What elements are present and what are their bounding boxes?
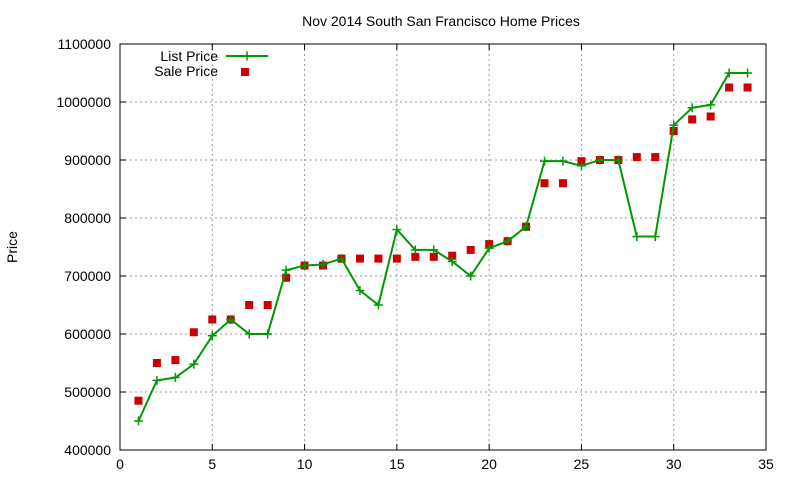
data-point-list-price xyxy=(687,103,697,113)
data-point-list-price xyxy=(558,156,568,166)
data-point-sale-price xyxy=(282,273,291,282)
chart-title: Nov 2014 South San Francisco Home Prices xyxy=(302,13,580,29)
line-list-price xyxy=(137,72,748,422)
data-point-sale-price xyxy=(134,396,143,405)
data-point-sale-price xyxy=(152,359,161,367)
grid xyxy=(120,44,766,450)
y-tick-label: 1000000 xyxy=(56,94,111,110)
data-point-list-price xyxy=(595,155,605,165)
data-point-list-price xyxy=(484,243,494,253)
data-point-sale-price xyxy=(355,254,364,263)
data-point-sale-price xyxy=(725,83,734,92)
data-point-sale-price xyxy=(743,83,752,92)
x-tick-label: 0 xyxy=(116,456,124,472)
data-point-list-price xyxy=(669,120,679,130)
y-tick-label: 700000 xyxy=(64,268,111,284)
data-point-list-price xyxy=(503,236,513,246)
y-tick-label: 800000 xyxy=(64,210,111,226)
data-point-list-price xyxy=(318,259,328,269)
data-point-sale-price xyxy=(540,179,549,188)
series-sale-price xyxy=(134,83,752,405)
data-point-sale-price xyxy=(245,301,254,309)
legend-label-sale-price: Sale Price xyxy=(154,63,218,79)
data-point-list-price xyxy=(650,232,660,242)
data-point-list-price xyxy=(410,245,420,255)
data-point-sale-price xyxy=(392,254,401,263)
data-point-list-price xyxy=(632,232,642,242)
data-point-sale-price xyxy=(263,301,272,309)
x-tick-label: 15 xyxy=(389,456,405,472)
data-point-sale-price xyxy=(688,115,697,124)
x-tick-label: 25 xyxy=(574,456,590,472)
axis-ticks: 0 5 10 15 20 25 30 35 400000 500000 600000 700000 80… xyxy=(56,36,774,472)
data-point-sale-price xyxy=(577,157,586,166)
y-tick-label: 600000 xyxy=(64,326,111,342)
data-point-sale-price xyxy=(651,153,660,162)
y-tick-label: 400000 xyxy=(64,442,111,458)
legend-marker-sale-price xyxy=(241,68,249,76)
data-point-list-price xyxy=(540,156,550,166)
data-point-sale-price xyxy=(208,315,217,324)
legend: List Price Sale Price xyxy=(154,48,268,79)
x-tick-label: 5 xyxy=(208,456,216,472)
data-point-list-price xyxy=(521,222,531,232)
data-point-list-price xyxy=(207,331,217,341)
data-point-list-price xyxy=(355,286,365,295)
x-tick-label: 30 xyxy=(666,456,682,472)
data-point-sale-price xyxy=(411,252,420,261)
x-tick-label: 20 xyxy=(481,456,497,472)
data-point-list-price xyxy=(133,416,143,426)
data-point-list-price xyxy=(189,359,199,369)
data-point-sale-price xyxy=(706,112,715,121)
data-point-list-price xyxy=(576,161,586,171)
legend-swatch-sale-price xyxy=(241,68,249,76)
y-axis-label: Price xyxy=(4,231,20,263)
legend-label-list-price: List Price xyxy=(160,48,218,64)
data-point-list-price xyxy=(263,329,273,339)
y-tick-label: 1100000 xyxy=(58,36,112,52)
data-point-list-price xyxy=(152,375,162,385)
data-point-sale-price xyxy=(374,254,383,263)
data-point-list-price xyxy=(170,373,180,382)
data-point-list-price xyxy=(706,100,716,110)
data-point-sale-price xyxy=(429,252,438,261)
data-point-list-price xyxy=(226,315,236,324)
data-point-list-price xyxy=(447,257,457,266)
data-point-list-price xyxy=(392,225,402,235)
data-point-list-price xyxy=(336,254,346,264)
legend-swatch-list-price xyxy=(226,51,268,61)
data-point-list-price xyxy=(743,68,753,78)
x-tick-label: 35 xyxy=(758,456,774,472)
data-point-sale-price xyxy=(448,251,457,260)
data-point-sale-price xyxy=(632,153,641,162)
data-point-sale-price xyxy=(558,179,567,188)
x-tick-label: 10 xyxy=(297,456,313,472)
data-point-list-price xyxy=(429,245,439,255)
series-list-price xyxy=(133,68,753,426)
data-point-list-price xyxy=(613,155,623,165)
y-tick-label: 900000 xyxy=(64,152,111,168)
data-series xyxy=(133,68,753,426)
data-point-sale-price xyxy=(189,328,198,337)
data-point-sale-price xyxy=(466,245,475,254)
y-tick-label: 500000 xyxy=(64,384,111,400)
data-point-list-price xyxy=(281,265,291,275)
plot-area-frame xyxy=(119,43,767,451)
data-point-list-price xyxy=(244,329,254,339)
data-point-list-price xyxy=(724,68,734,78)
data-point-list-price xyxy=(300,261,310,271)
data-point-list-price xyxy=(373,300,383,310)
legend-marker-list-price xyxy=(242,51,252,61)
data-point-sale-price xyxy=(171,356,180,365)
data-point-list-price xyxy=(466,271,476,281)
